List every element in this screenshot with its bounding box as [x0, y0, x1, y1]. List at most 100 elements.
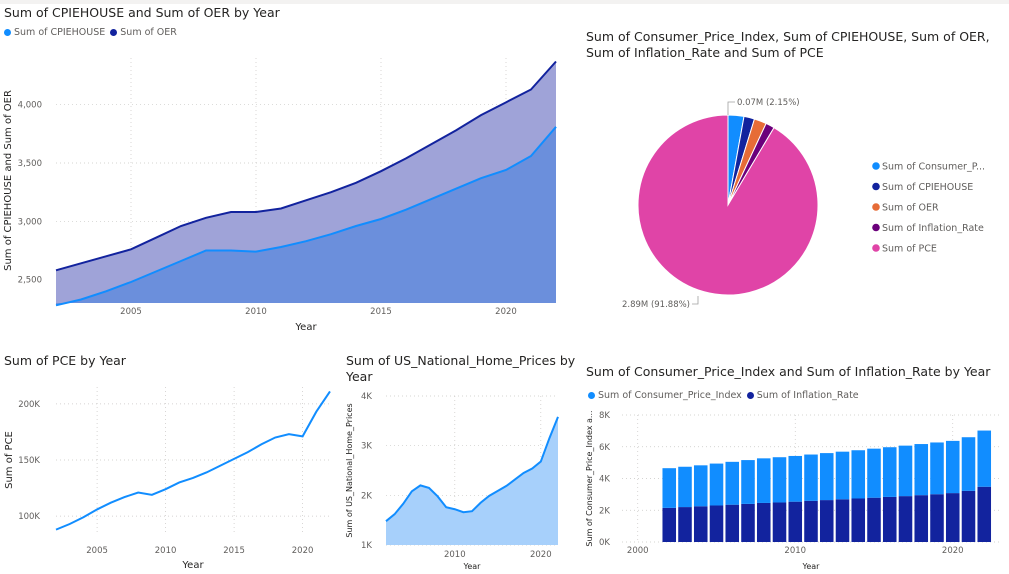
x-tick-label: 2015 [370, 307, 392, 317]
legend-label: Sum of Consumer_P... [882, 162, 985, 173]
x-tick-label: 2010 [155, 546, 177, 556]
bar-inflation-rate [930, 494, 944, 542]
bar-inflation-rate [693, 506, 708, 542]
y-tick-label: 3,500 [18, 159, 42, 169]
bar-inflation-rate [678, 507, 692, 542]
bar-consumer-price-index [930, 442, 944, 495]
bar-consumer-price-index [725, 461, 740, 505]
cpi-inflation-plot: 0K 2K 4K 6K 8K 2000 2010 2020 Year Sum of Consume… [585, 410, 1000, 571]
bar-inflation-rate [788, 501, 803, 542]
bar-inflation-rate [898, 496, 913, 542]
legend-marker [872, 203, 880, 211]
data-label-top: 0.07M (2.15%) [737, 98, 800, 108]
y-tick-label: 4K [361, 392, 372, 402]
x-tick-label: 2015 [223, 546, 245, 556]
bar-consumer-price-index [788, 455, 803, 502]
bar-consumer-price-index [835, 451, 850, 500]
chart-title: Sum of US_National_Home_Prices by [346, 353, 576, 368]
bar-consumer-price-index [662, 468, 677, 508]
composition-pie-chart[interactable]: Sum of Consumer_Price_Index, Sum of CPIE… [580, 20, 1009, 320]
x-tick-label: 2010 [245, 307, 267, 317]
bar-consumer-price-index [914, 444, 929, 496]
legend-label: Sum of PCE [882, 244, 937, 255]
series-line-cpiehouse [55, 126, 557, 307]
bar-consumer-price-index [961, 437, 976, 491]
bar-inflation-rate [725, 504, 740, 542]
bar-inflation-rate [835, 499, 850, 542]
chart-title: Sum of Consumer_Price_Index and Sum of I… [586, 364, 991, 379]
y-tick-label: 2,500 [18, 276, 42, 286]
legend-marker [872, 162, 880, 170]
leader-line [727, 101, 735, 115]
bar-consumer-price-index [882, 447, 897, 497]
x-tick-label: 2005 [120, 307, 142, 317]
bar-consumer-price-index [945, 440, 960, 494]
chart-title: Sum of Consumer_Price_Index, Sum of CPIE… [586, 29, 990, 44]
x-tick-label: 2010 [444, 550, 466, 560]
legend-marker [872, 223, 880, 232]
bar-inflation-rate [867, 497, 881, 542]
x-axis-title: Year [181, 560, 204, 571]
leader-line [692, 296, 699, 305]
x-axis-title: Year [802, 562, 821, 571]
y-tick-label: 3K [361, 442, 372, 452]
home-prices-plot: 1K 2K 3K 4K 2010 2020 Year Sum of US_National_H… [345, 392, 559, 571]
bar-inflation-rate [804, 500, 818, 542]
pce-plot: 100K 150K 200K 2005 2010 2015 2020 Year Sum of P… [4, 387, 331, 571]
bar-inflation-rate [756, 502, 771, 542]
x-axis-title: Year [294, 322, 317, 333]
y-tick-label: 200K [18, 400, 40, 410]
y-tick-label: 1K [361, 541, 372, 551]
y-tick-label: 2K [599, 506, 610, 516]
bar-consumer-price-index [741, 460, 755, 504]
y-tick-label: 4,000 [18, 101, 42, 111]
y-axis-title: Sum of CPIEHOUSE and Sum of OER [3, 90, 14, 271]
legend-marker-cpi [588, 392, 595, 399]
y-tick-label: 6K [599, 443, 610, 453]
bar-consumer-price-index [851, 450, 866, 499]
bar-inflation-rate [945, 493, 960, 542]
y-axis-title: Sum of US_National_Home_Prices [345, 403, 354, 537]
x-tick-label: 2020 [292, 546, 314, 556]
legend-label: Sum of OER [882, 203, 939, 214]
bar-consumer-price-index [819, 453, 834, 501]
bar-consumer-price-index [756, 458, 771, 503]
legend-marker-oer [110, 29, 118, 36]
legend-label-cpiehouse: Sum of CPIEHOUSE [14, 27, 106, 38]
bar-consumer-price-index [709, 463, 724, 506]
legend-label: Sum of Inflation_Rate [882, 223, 984, 234]
pie-slice [637, 114, 819, 296]
y-axis-title: Sum of Consumer_Price_Index a... [585, 410, 594, 546]
legend-label-inflation: Sum of Inflation_Rate [756, 390, 859, 401]
y-tick-label: 2K [361, 491, 372, 501]
chart-legend[interactable]: Sum of CPIEHOUSE Sum of OER [4, 27, 177, 38]
pie-plot: 0.07M (2.15%) 2.89M (91.88%) Sum of Consum… [622, 98, 985, 310]
cpiehouse-oer-chart[interactable]: Sum of CPIEHOUSE and Sum of OER by Year … [0, 0, 575, 340]
home-prices-area-chart[interactable]: Sum of US_National_Home_Prices by Year 1… [343, 345, 575, 574]
y-tick-label: 100K [18, 512, 40, 522]
y-tick-label: 8K [599, 411, 610, 421]
series-line-oer [55, 60, 557, 272]
cpi-inflation-bar-chart[interactable]: Sum of Consumer_Price_Index and Sum of I… [580, 345, 1009, 574]
x-tick-label: 2000 [627, 546, 649, 556]
pce-line-chart[interactable]: Sum of PCE by Year 100K 150K 200K 2005 2010 2… [0, 345, 340, 574]
bar-consumer-price-index [867, 448, 881, 498]
bar-inflation-rate [977, 486, 992, 542]
bar-inflation-rate [851, 498, 866, 542]
x-tick-label: 2005 [86, 546, 108, 556]
bar-consumer-price-index [804, 454, 818, 501]
series-line-home-prices [385, 416, 559, 522]
y-axis-title: Sum of PCE [4, 431, 15, 489]
legend-label: Sum of CPIEHOUSE [882, 182, 973, 193]
chart-legend[interactable]: Sum of Consumer_Price_Index Sum of Infla… [588, 390, 859, 401]
bar-consumer-price-index [772, 457, 787, 503]
bar-inflation-rate [662, 507, 677, 542]
bar-inflation-rate [914, 495, 929, 542]
legend-marker [872, 244, 880, 252]
bar-consumer-price-index [898, 445, 913, 497]
bar-inflation-rate [819, 500, 834, 542]
top-border [0, 0, 1009, 4]
y-tick-label: 150K [18, 456, 40, 466]
x-tick-label: 2020 [530, 550, 552, 560]
bar-inflation-rate [772, 502, 787, 542]
